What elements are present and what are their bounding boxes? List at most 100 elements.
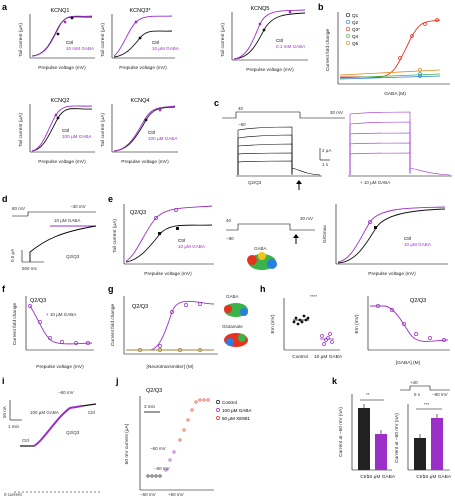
chart-title: KCNQ4 — [131, 98, 150, 104]
legend-q5: Q5 — [352, 41, 359, 46]
x-axis-label: Prepulse voltage (mV) — [121, 159, 169, 165]
legend-ctrl: Ctrl — [178, 238, 185, 243]
x-axis-label: Prepulse voltage (mV) — [119, 65, 167, 71]
y-axis-label: Tail current (μA) — [220, 23, 226, 57]
chart-title: KCNQ2 — [51, 98, 70, 104]
voltage-3: +60 mV — [168, 492, 184, 497]
scale-y: 2 μA — [322, 148, 331, 153]
label-q2q3: Q2/Q3 — [66, 254, 80, 259]
x-axis-label: Prepulse voltage (mV) — [38, 65, 86, 71]
y-axis-label: Tail current (μA) — [18, 113, 24, 147]
panel-d-trace: 80 mV −30 mV 10 μM GABA Q2/Q3 0.5 μA 500… — [10, 204, 97, 271]
legend: Q1 Q2 Q3* Q4 Q5 — [345, 12, 360, 46]
significance: ** — [366, 392, 370, 397]
panel-letter-b: b — [318, 2, 324, 12]
x-axis-label: [Neurotransmitter] (M) — [147, 364, 194, 370]
x-axis-label: Prepulse voltage (mV) — [246, 67, 294, 73]
legend-control: Control — [222, 400, 237, 405]
category-ctrl-2: Ctrl — [416, 474, 423, 480]
panel-letter-a: a — [2, 2, 8, 12]
scale-x: 1 min — [8, 424, 20, 429]
protocol-duration: 5 s — [414, 392, 421, 397]
chart-title: Q2/Q3 — [130, 210, 146, 216]
label-gaba: + 10 μM GABA — [360, 180, 390, 185]
label-gaba: 100 μM GABA — [30, 410, 59, 415]
chart-title: Q2/Q3 — [410, 298, 426, 304]
legend-xe991: 50 μM XE991 — [222, 416, 250, 421]
label-ctrl-2: Ctrl — [88, 410, 95, 415]
y-axis-label: Em (mV) — [270, 314, 276, 333]
significance: **** — [310, 294, 317, 299]
chart-kcnq1: KCNQ1 Tail current (μA) Prepulse voltage… — [18, 8, 95, 71]
y-axis-label-2: Current at −60 mV (nA) — [394, 413, 400, 463]
legend-gaba: 0.1 mM GABA — [276, 44, 306, 49]
y-axis-label: Current fold change — [110, 304, 116, 346]
gaba-molecule-model: GABA — [247, 246, 277, 270]
significance-2: *** — [424, 402, 430, 407]
holding-voltage: −60 mV — [58, 390, 74, 395]
y-axis-label: Current at −60 mV (nA) — [338, 407, 344, 457]
molecule-label-glutamate: Glutamate — [222, 324, 243, 329]
voltage-1: −60 mV — [150, 446, 166, 451]
gaba-molecule-model-g: GABA Glutamate — [222, 294, 248, 347]
chart-kcnq5: KCNQ5 Tail current (μA) Prepulse voltage… — [220, 6, 308, 73]
panel-letter-k: k — [332, 376, 338, 386]
panel-letter-e: e — [108, 194, 113, 204]
panel-c-traces: 40 30 mV −80 2 μA 1 s Q2/Q3 + 10 μM GA — [222, 106, 452, 190]
chart-title: KCNQ3* — [129, 8, 151, 14]
voltage-2: −60 mV — [154, 466, 170, 471]
legend-gaba: 10 μM GABA — [404, 242, 432, 247]
scale-x: 1 s — [322, 162, 329, 167]
protocol-v2: 30 mV — [300, 216, 313, 221]
molecule-label-gaba: GABA — [226, 294, 239, 299]
time-scale: 3 min — [144, 404, 156, 409]
protocol-v2: −30 mV — [70, 204, 86, 209]
chart-kcnq3: KCNQ3* Tail current (μA) Prepulse voltag… — [100, 8, 180, 71]
chart-title: Q2/Q3 — [30, 298, 46, 304]
legend-ctrl: Ctrl — [404, 236, 411, 241]
x-axis-label: Prepulse voltage (mV) — [36, 364, 84, 370]
panel-letter-d: d — [2, 194, 8, 204]
chart-kcnq2: KCNQ2 Tail current (μA) Prepulse voltage… — [18, 98, 95, 165]
y-axis-label: 60 mV current (μA) — [124, 423, 130, 464]
protocol-v1: +40 — [410, 380, 418, 385]
chart-b-dose-response: Current fold change GABA (M) Q1 Q2 Q3* Q… — [325, 12, 450, 97]
y-axis-label: Current fold change — [325, 29, 331, 71]
legend-q4: Q4 — [352, 34, 359, 39]
legend-q1: Q1 — [352, 13, 359, 18]
chart-title: Q2/Q3 — [146, 388, 162, 394]
y-axis-label: Em (mV) — [354, 314, 360, 333]
y-axis-label: Tail current (μA) — [100, 23, 106, 57]
panel-k-bars: Current at −60 mV (nA) ** Ctrl 10 μM GAB… — [338, 380, 452, 480]
legend-q2: Q2 — [352, 20, 359, 25]
category-gaba-2: 10 μM GABA — [423, 474, 452, 480]
legend-ctrl: Ctrl — [152, 40, 159, 45]
protocol-v1: 40 — [226, 218, 232, 223]
chart-title: KCNQ5 — [251, 6, 270, 12]
protocol-v2: −80 mV — [432, 392, 448, 397]
chart-title: Q2/Q3 — [132, 304, 148, 310]
legend-ctrl: Ctrl — [66, 40, 73, 45]
voltage-4: −60 mV — [140, 492, 156, 497]
x-axis-label: Prepulse voltage (mV) — [368, 271, 416, 277]
scale-y: 0.5 μA — [10, 249, 15, 262]
legend-ctrl: Ctrl — [148, 130, 155, 135]
panel-e-protocol: 40 30 mV −80 — [226, 216, 315, 244]
panel-letter-f: f — [2, 284, 6, 294]
chart-kcnq4: KCNQ4 Tail current (μA) Prepulse voltage… — [100, 98, 178, 165]
scale-x: 500 ms — [22, 266, 38, 271]
panel-letter-j: j — [115, 376, 119, 386]
x-axis-label: Prepulse voltage (mV) — [38, 159, 86, 165]
y-axis-label: Tail current (μA) — [100, 113, 106, 147]
label-q2q3: Q2/Q3 — [248, 180, 262, 185]
category-gaba: 10 μM GABA — [314, 354, 343, 360]
protocol-v2: 30 mV — [330, 110, 343, 115]
scale-y: 50 nA — [2, 406, 7, 418]
legend-ctrl: Ctrl — [276, 38, 283, 43]
chart-g: Q2/Q3 Current fold change [Neurotransmit… — [110, 296, 218, 370]
zero-current: 0 current — [4, 492, 23, 497]
protocol-v1: 40 — [238, 106, 244, 111]
label-gaba: + 10 μM GABA — [46, 312, 76, 317]
panel-i-trace: −60 mV 50 nA 1 min Ctrl Ctrl 100 μM GABA… — [2, 390, 100, 497]
legend-gaba: 10 μM GABA — [152, 46, 180, 51]
